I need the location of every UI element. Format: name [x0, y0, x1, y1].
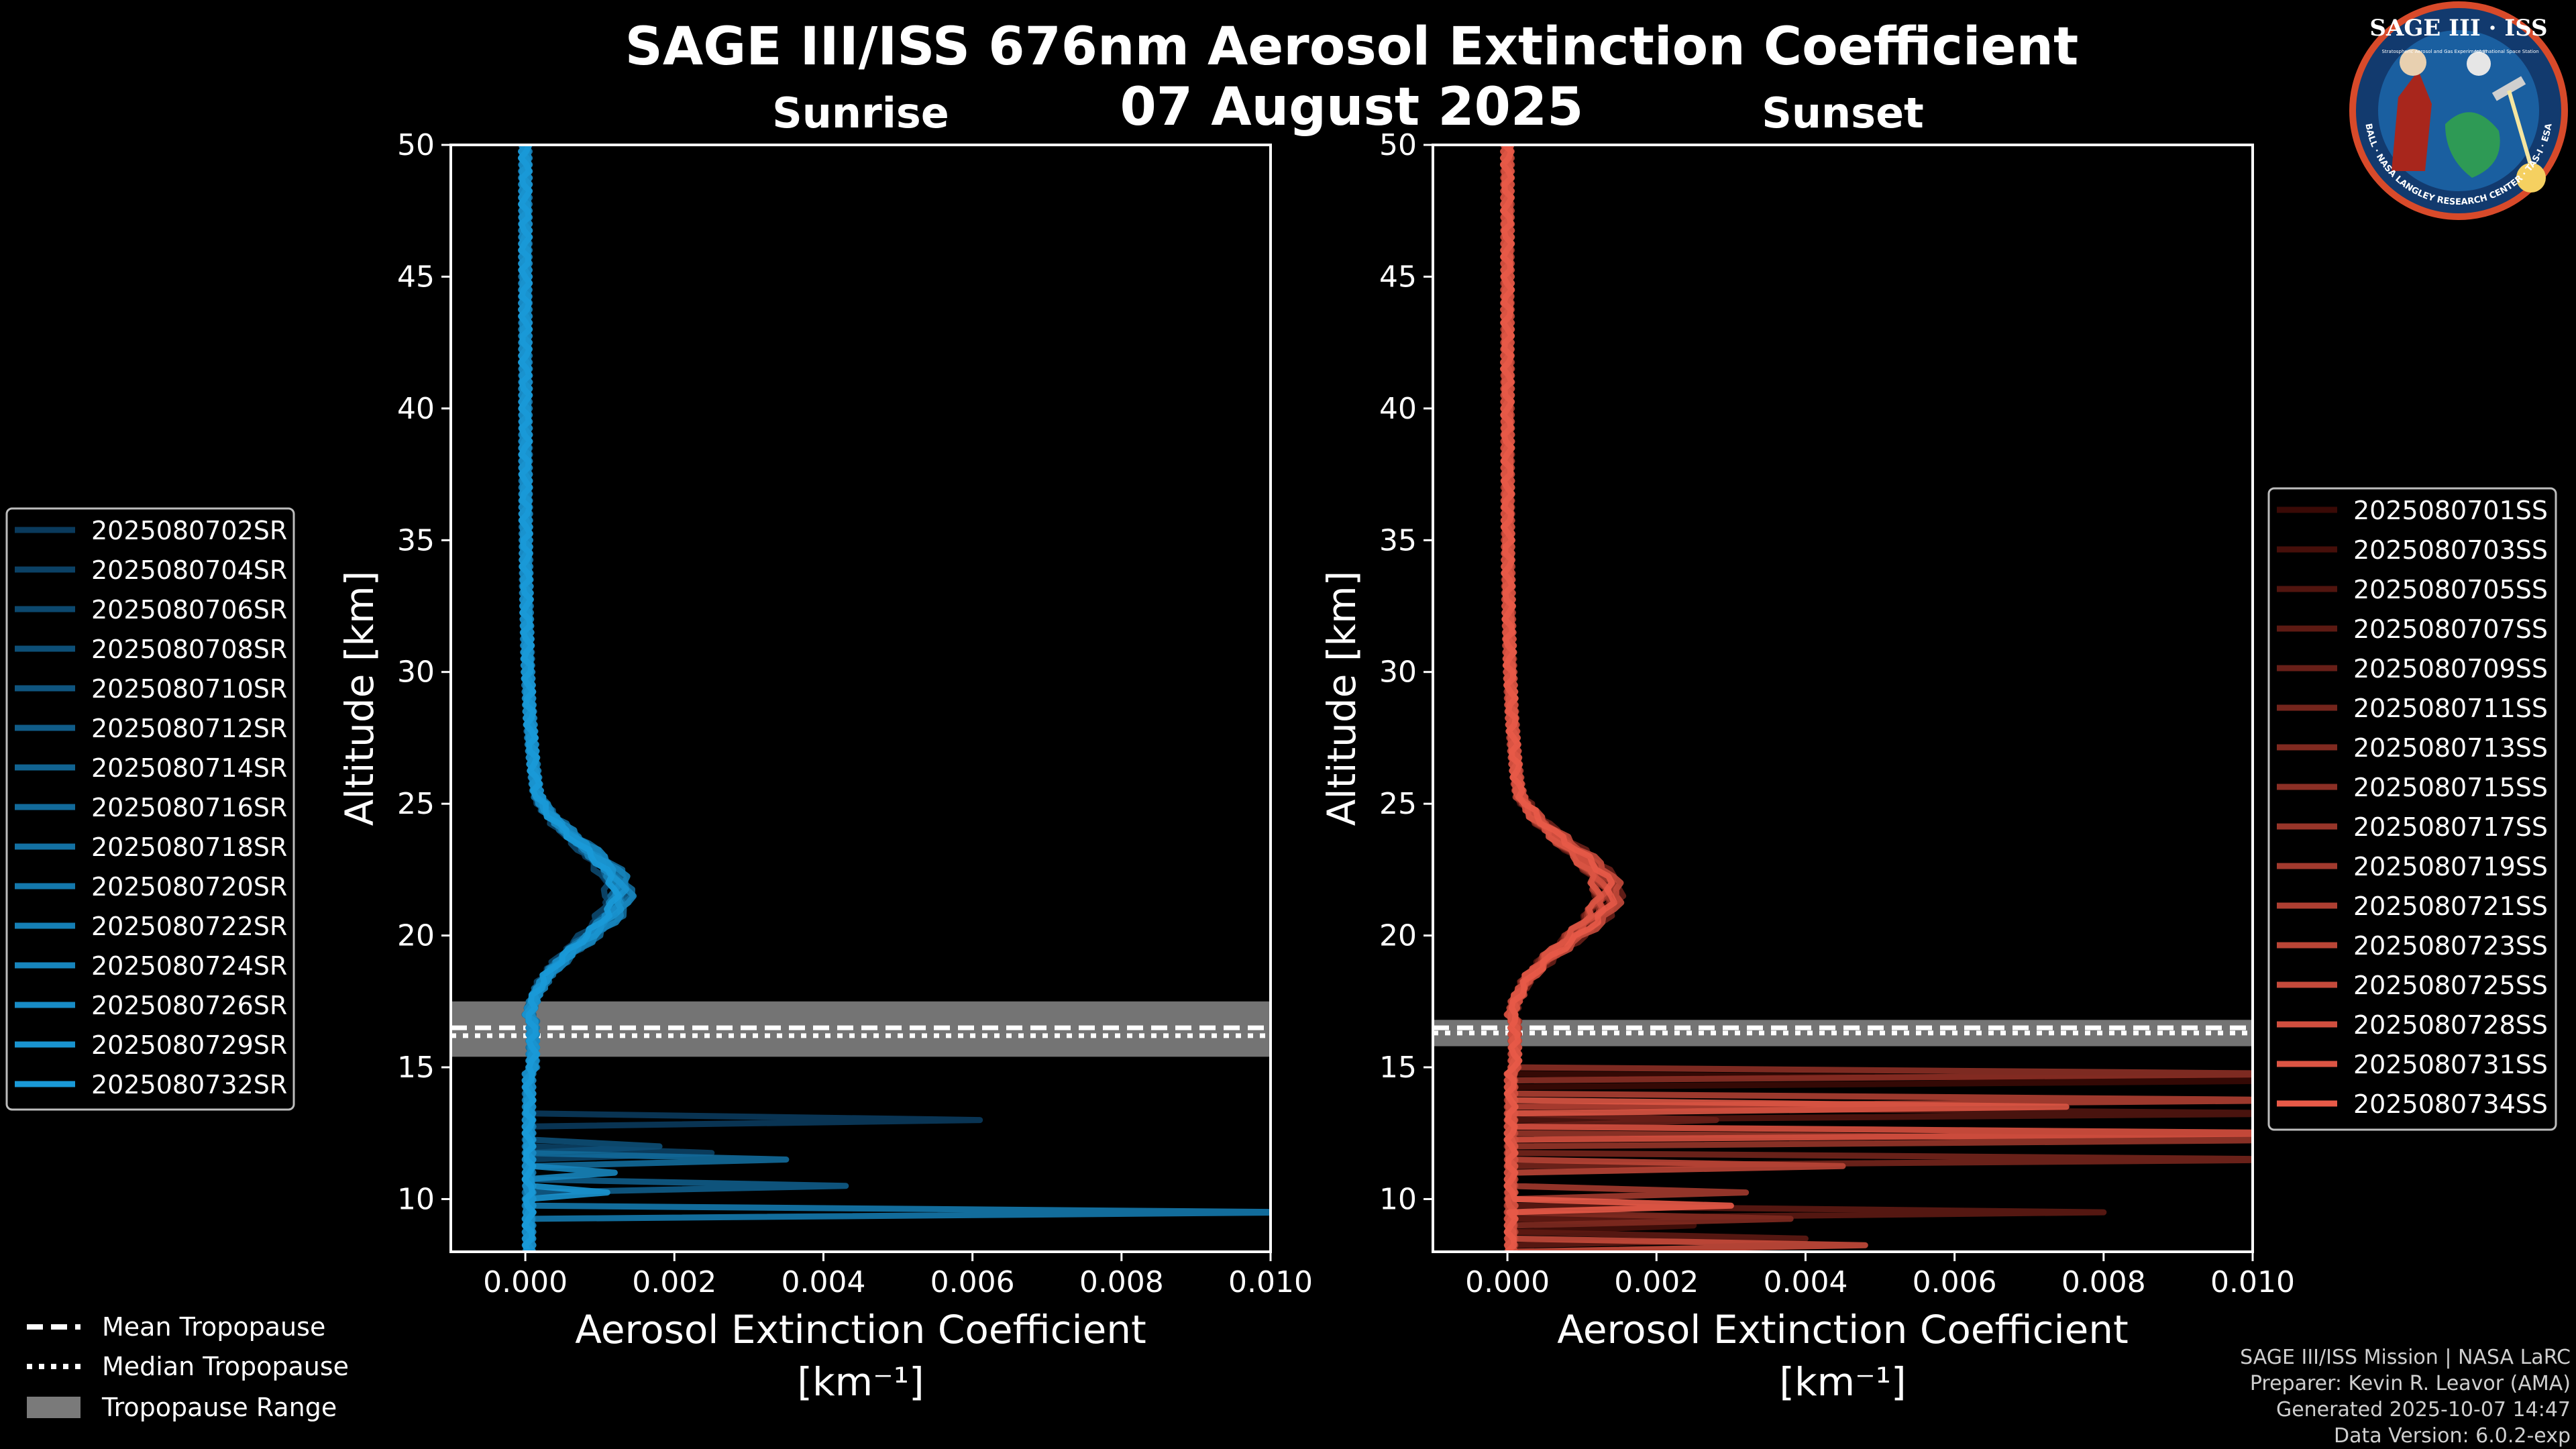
sunrise-panel: 10 15 20 25 30 35 40 45 50 0.000 0.002 0.004 0.006 0.…	[337, 89, 1313, 1405]
axes-frame	[449, 144, 1272, 1253]
y-tick-label: 10	[397, 1182, 435, 1216]
legend-label: 2025080725SS	[2353, 971, 2548, 1000]
x-axis-units: [km⁻¹]	[797, 1359, 924, 1405]
mean-tropopause-label: Mean Tropopause	[102, 1312, 325, 1342]
sunrise-legend: 2025080702SR 2025080704SR 2025080706SR 2025…	[5, 507, 295, 1111]
credit-data-version: Data Version: 6.0.2-exp	[2333, 1424, 2571, 1448]
panel-title: Sunrise	[772, 89, 949, 138]
legend-label: 2025080717SS	[2353, 812, 2548, 842]
panel-title: Sunset	[1762, 89, 1924, 138]
median-tropopause-label: Median Tropopause	[102, 1352, 349, 1381]
x-tick-label: 0.002	[632, 1265, 716, 1299]
tropopause-range-label: Tropopause Range	[101, 1393, 337, 1422]
y-tick-label: 45	[1379, 260, 1417, 294]
y-tick-label: 15	[397, 1051, 435, 1085]
figure-title: SAGE III/ISS 676nm Aerosol Extinction Co…	[625, 17, 2079, 77]
y-tick-label: 30	[1379, 655, 1417, 690]
y-tick-label: 35	[1379, 523, 1417, 557]
tropopause-legend: Mean Tropopause Median Tropopause Tropop…	[27, 1312, 349, 1422]
legend-label: 2025080728SS	[2353, 1010, 2548, 1040]
sage-iii-iss-mission-logo: SAGE III · ISS Stratospheric Aerosol and…	[2349, 1, 2568, 220]
profile-line-2025080734SS	[1499, 145, 1734, 1252]
legend-label: 2025080703SS	[2353, 535, 2548, 565]
x-tick-label: 0.000	[483, 1265, 568, 1299]
y-tick-label: 10	[1379, 1182, 1417, 1216]
legend-label: 2025080719SS	[2353, 852, 2548, 881]
legend-label: 2025080707SS	[2353, 614, 2548, 644]
profile-line-2025080732SR	[517, 145, 623, 1252]
legend-label: 2025080710SR	[91, 674, 287, 704]
y-tick-label: 15	[1379, 1051, 1417, 1085]
x-tick-label: 0.004	[781, 1265, 865, 1299]
legend-label: 2025080718SR	[91, 833, 287, 862]
x-tick-label: 0.006	[930, 1265, 1015, 1299]
y-axis-label: Altitude [km]	[1319, 571, 1364, 826]
legend-label: 2025080734SS	[2353, 1089, 2548, 1119]
plot-area	[451, 145, 1271, 1252]
legend-label: 2025080702SR	[91, 516, 287, 545]
legend-label: 2025080709SS	[2353, 654, 2548, 684]
legend-label: 2025080723SS	[2353, 931, 2548, 961]
figure-date: 07 August 2025	[1120, 77, 1584, 138]
axes-frame	[1432, 144, 2254, 1253]
legend-label: 2025080720SR	[91, 872, 287, 902]
plot-area	[1433, 145, 2253, 1252]
x-tick-label: 0.010	[2210, 1265, 2295, 1299]
x-tick-label: 0.000	[1465, 1265, 1550, 1299]
y-axis-label: Altitude [km]	[337, 571, 382, 826]
sunset-panel: 10 15 20 25 30 35 40 45 50 0.000 0.002 0.004 0.006 0.…	[1319, 89, 2295, 1405]
legend-label: 2025080708SR	[91, 635, 287, 664]
credit-preparer: Preparer: Kevin R. Leavor (AMA)	[2249, 1372, 2571, 1395]
legend-label: 2025080712SR	[91, 714, 287, 743]
x-tick-label: 0.002	[1614, 1265, 1699, 1299]
logo-top-text: SAGE III · ISS	[2369, 15, 2547, 42]
legend-label: 2025080726SR	[91, 991, 287, 1020]
credit-generated: Generated 2025-10-07 14:47	[2275, 1398, 2571, 1421]
legend-label: 2025080704SR	[91, 555, 287, 585]
sunset-legend: 2025080701SS 2025080703SS 2025080705SS 2025…	[2267, 487, 2557, 1131]
legend-box	[5, 507, 295, 1111]
legend-label: 2025080706SR	[91, 595, 287, 625]
y-tick-label: 20	[1379, 919, 1417, 953]
y-tick-label: 40	[1379, 392, 1417, 426]
y-tick-label: 50	[397, 128, 435, 162]
y-tick-label: 25	[1379, 787, 1417, 821]
y-tick-label: 30	[397, 655, 435, 690]
y-tick-label: 45	[397, 260, 435, 294]
legend-label: 2025080731SS	[2353, 1050, 2548, 1079]
x-axis-units: [km⁻¹]	[1779, 1359, 1906, 1405]
y-tick-label: 40	[397, 392, 435, 426]
y-tick-label: 20	[397, 919, 435, 953]
legend-label: 2025080721SS	[2353, 892, 2548, 921]
y-tick-label: 50	[1379, 128, 1417, 162]
legend-label: 2025080716SR	[91, 793, 287, 822]
x-axis-label: Aerosol Extinction Coefficient	[575, 1307, 1146, 1352]
legend-label: 2025080705SS	[2353, 575, 2548, 604]
legend-label: 2025080713SS	[2353, 733, 2548, 763]
y-tick-label: 25	[397, 787, 435, 821]
logo-small-text-left: Stratospheric Aerosol and Gas Experiment…	[2381, 49, 2487, 54]
y-tick-label: 35	[397, 523, 435, 557]
legend-label: 2025080724SR	[91, 951, 287, 981]
legend-label: 2025080711SS	[2353, 694, 2548, 723]
legend-label: 2025080701SS	[2353, 496, 2548, 525]
x-tick-label: 0.008	[1079, 1265, 1164, 1299]
credit-mission: SAGE III/ISS Mission | NASA LaRC	[2240, 1346, 2571, 1369]
logo-small-text-right: International Space Station	[2475, 49, 2538, 54]
legend-label: 2025080715SS	[2353, 773, 2548, 802]
legend-label: 2025080714SR	[91, 753, 287, 783]
x-tick-label: 0.004	[1763, 1265, 1847, 1299]
legend-label: 2025080722SR	[91, 912, 287, 941]
credits-block: SAGE III/ISS Mission | NASA LaRC Prepare…	[2240, 1344, 2571, 1449]
legend-label: 2025080729SR	[91, 1030, 287, 1060]
legend-box	[2267, 487, 2557, 1131]
tropopause-range-swatch	[27, 1397, 80, 1418]
legend-label: 2025080732SR	[91, 1070, 287, 1099]
x-tick-label: 0.006	[1913, 1265, 1997, 1299]
x-tick-label: 0.010	[1228, 1265, 1313, 1299]
x-tick-label: 0.008	[2061, 1265, 2146, 1299]
x-axis-label: Aerosol Extinction Coefficient	[1557, 1307, 2129, 1352]
